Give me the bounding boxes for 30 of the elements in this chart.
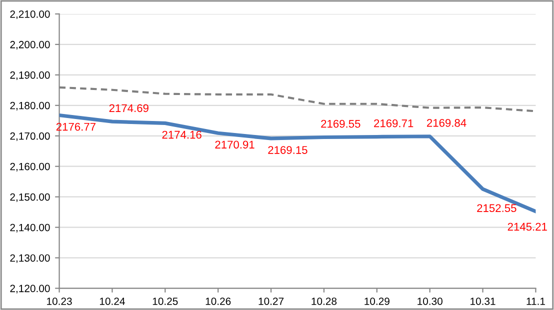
x-tick-label: 10.23	[47, 298, 72, 305]
data-label: 2174.69	[109, 104, 148, 112]
x-tick-label: 10.30	[418, 298, 442, 305]
x-tick-label: 10.26	[206, 298, 231, 305]
y-tick-label: 2,210.00	[10, 10, 50, 20]
y-tick-label: 2,170.00	[10, 132, 50, 141]
data-label: 2169.84	[426, 118, 466, 127]
y-tick-label: 2,150.00	[10, 193, 50, 202]
x-tick-label: 10.27	[258, 298, 284, 305]
data-label: 2145.21	[508, 222, 547, 231]
x-tick-label: 10.29	[364, 298, 390, 305]
y-tick-label: 2,120.00	[10, 284, 50, 294]
data-label: 2152.55	[477, 204, 516, 212]
y-tick-label: 2,200.00	[10, 40, 50, 50]
data-label: 2170.91	[215, 140, 254, 149]
y-tick-label: 2,160.00	[10, 162, 50, 172]
y-tick-label: 2,190.00	[10, 71, 50, 80]
data-label: 2169.55	[321, 120, 360, 128]
x-tick-label: 11.1	[526, 298, 545, 305]
data-label: 2176.77	[56, 122, 96, 131]
data-label: 2169.15	[268, 146, 308, 154]
y-tick-label: 2,130.00	[10, 254, 50, 263]
x-tick-label: 10.25	[152, 298, 178, 305]
y-tick-label: 2,180.00	[10, 102, 50, 111]
x-tick-label: 10.28	[312, 298, 337, 305]
data-label: 2174.16	[162, 130, 202, 139]
x-tick-label: 10.24	[100, 298, 125, 305]
x-tick-label: 10.31	[470, 298, 496, 305]
y-tick-label: 2,140.00	[10, 224, 50, 232]
data-label: 2169.71	[374, 119, 414, 128]
